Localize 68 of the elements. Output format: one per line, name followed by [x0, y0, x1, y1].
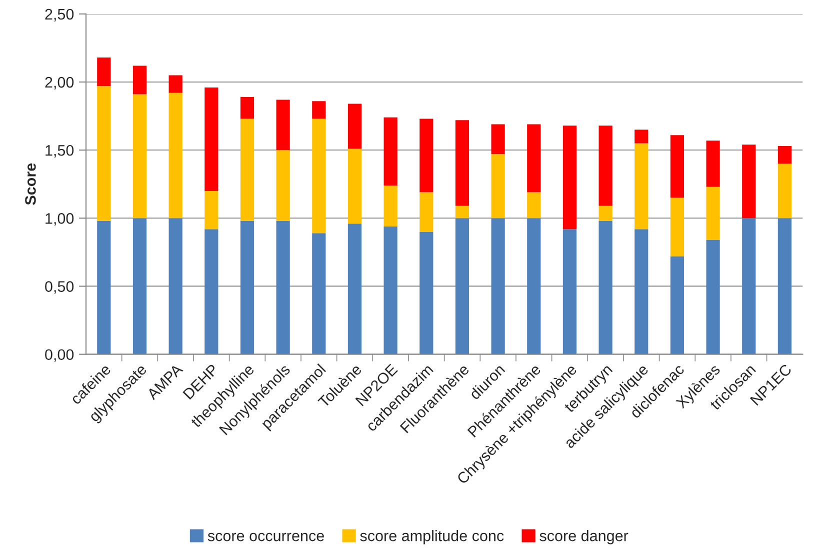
bar — [168, 92, 182, 218]
bar — [240, 220, 254, 354]
bar — [455, 218, 470, 354]
bar — [312, 118, 326, 234]
bar — [634, 229, 648, 354]
bar — [778, 218, 792, 354]
bar — [240, 118, 254, 221]
bar — [276, 150, 290, 221]
bar — [348, 104, 362, 149]
y-axis-title: Score — [25, 163, 36, 205]
bar — [204, 190, 218, 230]
y-tick-label: 1,00 — [46, 213, 74, 226]
y-tick-label: 2,50 — [45, 8, 74, 22]
bar — [168, 75, 182, 93]
bar — [527, 192, 541, 218]
bar — [420, 118, 434, 192]
bar — [598, 220, 612, 354]
bar — [598, 206, 612, 221]
bar — [634, 143, 648, 230]
bar — [276, 100, 290, 150]
bar — [706, 186, 720, 240]
bar — [598, 126, 612, 206]
bar — [204, 87, 218, 191]
bar — [670, 256, 684, 354]
bar — [240, 97, 254, 119]
bar — [778, 146, 792, 164]
bar — [706, 240, 720, 354]
legend-label: score amplitude conc — [360, 530, 504, 544]
bar — [384, 117, 398, 186]
y-tick-label: 0,00 — [45, 349, 74, 362]
bar — [778, 164, 792, 218]
bar — [348, 148, 362, 224]
bar — [634, 130, 648, 144]
bar — [742, 218, 756, 354]
bar — [670, 198, 684, 256]
y-tick-label: 0,50 — [45, 281, 74, 294]
bar — [742, 144, 756, 218]
y-tick-label: 2,00 — [45, 76, 74, 90]
bar — [132, 218, 147, 354]
bar — [455, 120, 470, 206]
bar — [670, 135, 684, 198]
bar — [132, 66, 147, 94]
bar — [527, 124, 541, 192]
bar — [706, 140, 720, 187]
bar — [384, 186, 398, 226]
bar — [420, 192, 434, 232]
legend-label: score danger — [540, 530, 628, 544]
bar — [527, 218, 541, 354]
bar — [491, 154, 505, 218]
bar — [312, 233, 326, 354]
bar — [97, 86, 111, 221]
bar — [312, 101, 326, 119]
legend-label: score occurrence — [208, 532, 324, 542]
bar — [562, 229, 577, 354]
bar — [204, 229, 218, 354]
bar — [491, 124, 505, 154]
bar — [97, 220, 111, 354]
bar — [420, 232, 434, 354]
bar — [491, 218, 505, 354]
bar — [455, 206, 470, 218]
bar — [276, 220, 290, 354]
bar — [168, 218, 182, 354]
y-tick-label: 1,50 — [46, 144, 74, 158]
bar — [97, 58, 111, 86]
bar — [348, 224, 362, 354]
bar — [384, 226, 398, 354]
bar — [132, 94, 147, 218]
bar — [562, 126, 577, 230]
